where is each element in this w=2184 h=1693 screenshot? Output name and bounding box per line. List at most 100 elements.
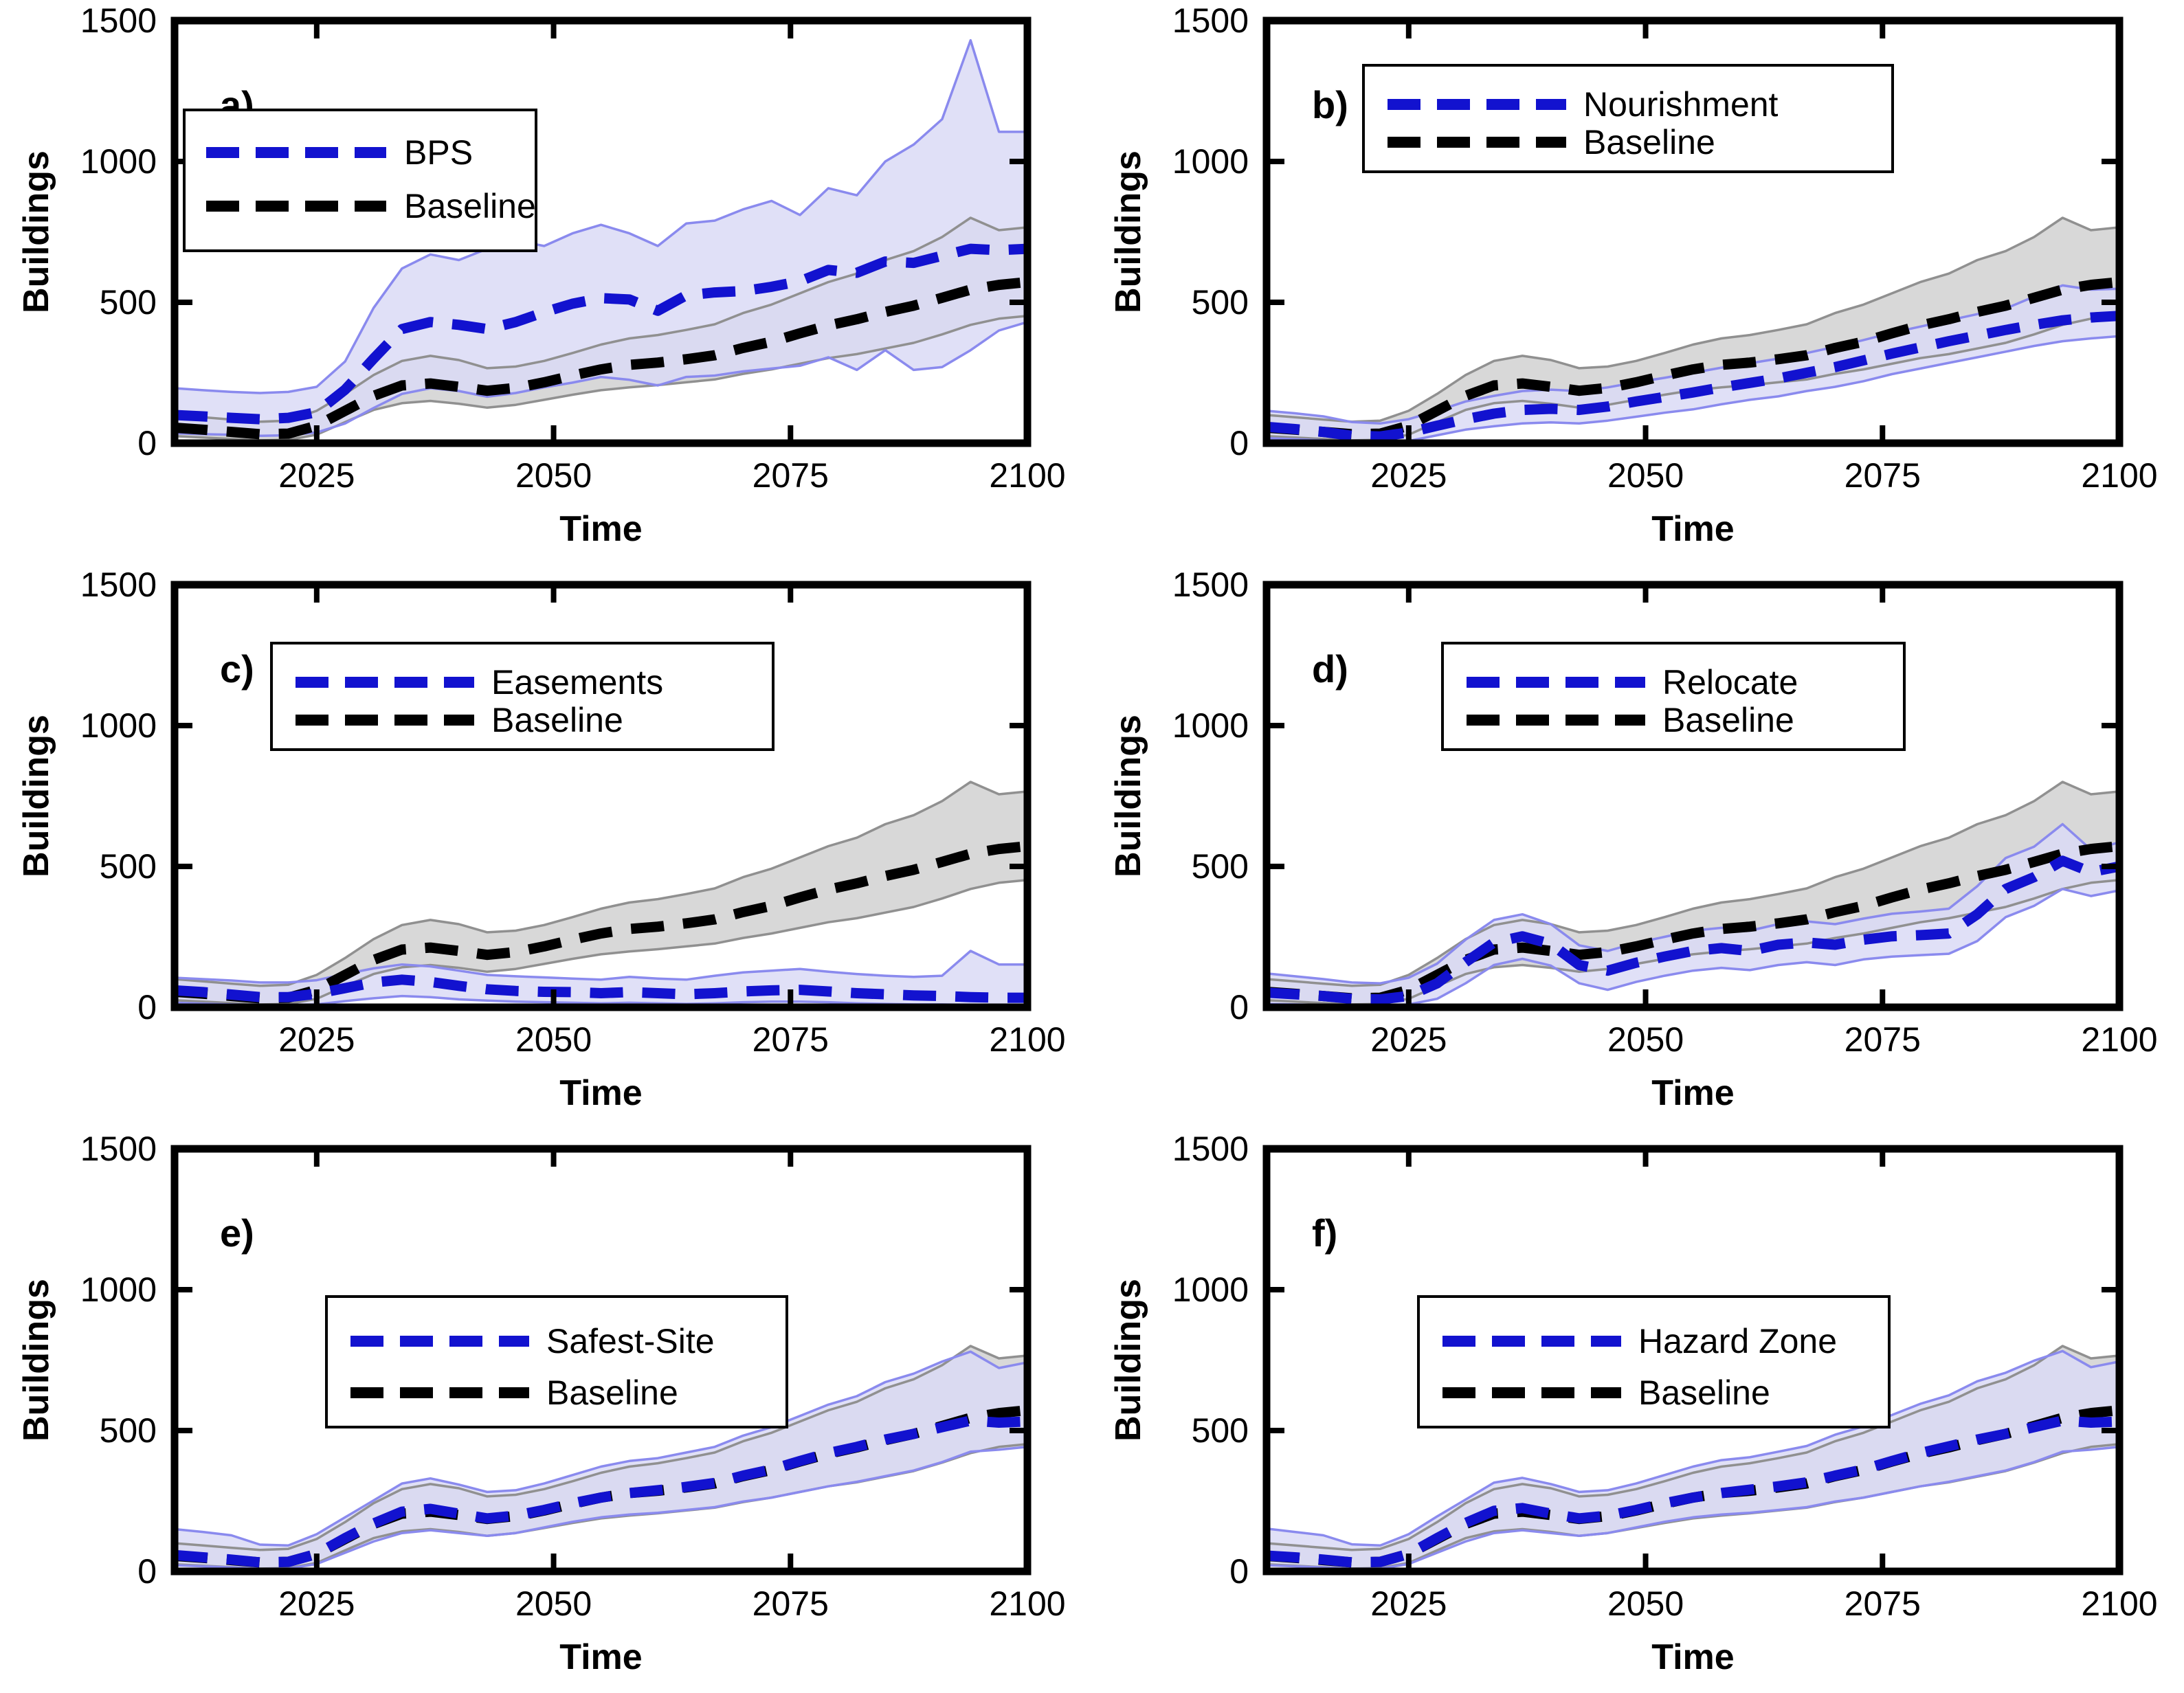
x-tick-label: 2025 (1370, 1020, 1447, 1059)
x-axis-label: Time (559, 509, 642, 549)
panel-b: 2025 2050 2075 2100 0 500 1000 1500 Time Building… (1092, 0, 2184, 564)
x-tick-label: 2100 (2081, 1020, 2157, 1059)
y-tick-label: 500 (100, 847, 157, 886)
y-tick-label: 500 (1192, 283, 1249, 322)
x-tick-label: 2075 (1845, 1584, 1921, 1623)
chart-panel-c: 2025 2050 2075 2100 0 500 1000 1500 Time Building… (16, 565, 1066, 1113)
x-tick-label: 2050 (1607, 1584, 1684, 1623)
panel-letter: c) (220, 647, 254, 691)
baseline-band-upper-edge (1266, 1345, 2120, 1551)
x-tick-label: 2025 (278, 1584, 355, 1623)
baseline-band-upper-edge (1266, 781, 2120, 987)
x-tick-label: 2100 (989, 456, 1065, 495)
y-tick-label: 0 (1229, 424, 1249, 462)
panel-letter: e) (220, 1211, 254, 1255)
scenario-mean-line (174, 1415, 1028, 1568)
legend-baseline-label: Baseline (546, 1374, 678, 1412)
y-tick-label: 500 (100, 1411, 157, 1450)
y-tick-label: 500 (1192, 847, 1249, 886)
baseline-mean-line (174, 841, 1028, 1004)
y-axis-label: Buildings (1108, 1279, 1148, 1442)
x-tick-label: 2050 (1607, 1020, 1684, 1059)
axes-frame (170, 1145, 1032, 1576)
y-tick-label: 0 (137, 1552, 157, 1591)
chart-panel-b: 2025 2050 2075 2100 0 500 1000 1500 Time Building… (1108, 1, 2158, 549)
x-tick-label: 2025 (1370, 456, 1447, 495)
legend-scenario-label: Relocate (1662, 663, 1798, 702)
x-axis-label: Time (1651, 1637, 1734, 1677)
x-tick-label: 2075 (753, 1584, 829, 1623)
legend-box (325, 1295, 788, 1428)
axes-frame (1262, 1145, 2124, 1576)
panel-letter: d) (1312, 647, 1348, 691)
y-tick-label: 0 (137, 988, 157, 1027)
x-tick-label: 2025 (278, 456, 355, 495)
y-tick-label: 1000 (1172, 142, 1249, 181)
panel-letter: f) (1312, 1211, 1337, 1255)
y-tick-label: 0 (1229, 988, 1249, 1027)
x-tick-label: 2050 (515, 1020, 592, 1059)
x-tick-label: 2050 (515, 456, 592, 495)
x-tick-label: 2025 (1370, 1584, 1447, 1623)
baseline-mean-line (1266, 841, 2120, 1004)
y-tick-label: 1500 (80, 1, 157, 40)
y-tick-label: 500 (1192, 1411, 1249, 1450)
legend-scenario-label: Nourishment (1583, 85, 1779, 124)
panel-letter: b) (1312, 83, 1348, 126)
panel-c: 2025 2050 2075 2100 0 500 1000 1500 Time Building… (0, 564, 1092, 1128)
scenario-band-upper-edge (174, 1350, 1028, 1547)
legend-scenario-label: Easements (491, 663, 663, 702)
chart-panel-d: 2025 2050 2075 2100 0 500 1000 1500 Time Building… (1108, 565, 2158, 1113)
scenario-mean-line (1266, 311, 2120, 442)
legend-baseline-label: Baseline (1638, 1374, 1770, 1412)
chart-panel-a: 2025 2050 2075 2100 0 500 1000 1500 Time Building… (16, 1, 1066, 549)
legend-baseline-label: Baseline (404, 187, 536, 225)
y-tick-label: 0 (137, 424, 157, 462)
y-tick-label: 1000 (80, 706, 157, 745)
panel-d: 2025 2050 2075 2100 0 500 1000 1500 Time Building… (1092, 564, 2184, 1128)
baseline-mean-line (1266, 277, 2120, 440)
y-axis-label: Buildings (16, 150, 56, 313)
baseline-uncertainty-band (1267, 218, 2119, 440)
legend-scenario-label: Safest-Site (546, 1322, 715, 1360)
scenario-mean-line (1266, 855, 2121, 1005)
legend-baseline-label: Baseline (1583, 123, 1715, 161)
y-tick-label: 1000 (1172, 706, 1249, 745)
scenario-band-upper-edge (1266, 1349, 2120, 1547)
x-tick-label: 2100 (2081, 1584, 2157, 1623)
x-tick-label: 2075 (753, 456, 829, 495)
scenario-mean-line (174, 243, 1028, 425)
legend-baseline-label: Baseline (1662, 701, 1794, 739)
x-tick-label: 2075 (753, 1020, 829, 1059)
axes-frame (1262, 581, 2124, 1011)
baseline-uncertainty-band (175, 782, 1027, 1005)
scenario-mean-line (174, 974, 1027, 1003)
baseline-band-upper-edge (174, 1345, 1028, 1551)
y-tick-label: 1500 (80, 565, 157, 604)
legend-baseline-label: Baseline (491, 701, 623, 739)
x-tick-label: 2075 (1845, 1020, 1921, 1059)
scenario-uncertainty-band (1267, 824, 2119, 1006)
x-tick-label: 2100 (989, 1020, 1065, 1059)
y-axis-label: Buildings (1108, 150, 1148, 313)
scenario-uncertainty-band (175, 40, 1027, 436)
y-tick-label: 1000 (80, 1270, 157, 1309)
chart-panel-e: 2025 2050 2075 2100 0 500 1000 1500 Time Building… (16, 1130, 1066, 1677)
x-axis-label: Time (559, 1637, 642, 1677)
legend-scenario-label: Hazard Zone (1638, 1322, 1837, 1360)
x-tick-label: 2050 (1607, 456, 1684, 495)
x-tick-label: 2100 (2081, 456, 2157, 495)
y-axis-label: Buildings (1108, 715, 1148, 877)
baseline-band-upper-edge (1266, 216, 2120, 423)
scenario-uncertainty-band (1267, 285, 2119, 442)
chart-panel-f: 2025 2050 2075 2100 0 500 1000 1500 Time Building… (1108, 1130, 2158, 1677)
axes-frame (1262, 16, 2124, 447)
scenario-band-upper-edge (174, 950, 1027, 984)
scenario-mean-line (1266, 1415, 2120, 1568)
legend-box (1417, 1295, 1891, 1428)
y-tick-label: 0 (1229, 1552, 1249, 1591)
x-axis-label: Time (1651, 509, 1734, 549)
x-tick-label: 2050 (515, 1584, 592, 1623)
y-tick-label: 1500 (1172, 1130, 1249, 1168)
